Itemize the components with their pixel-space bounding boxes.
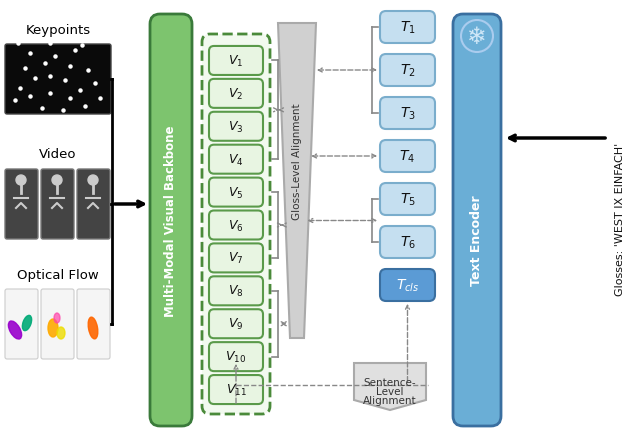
Text: Video: Video (39, 148, 77, 161)
Text: Level: Level (376, 387, 404, 396)
FancyBboxPatch shape (209, 113, 263, 141)
FancyBboxPatch shape (209, 47, 263, 76)
Text: Optical Flow: Optical Flow (17, 268, 99, 281)
Text: $T_{2}$: $T_{2}$ (399, 63, 415, 79)
FancyBboxPatch shape (209, 310, 263, 339)
FancyBboxPatch shape (202, 35, 270, 414)
FancyBboxPatch shape (209, 80, 263, 109)
Text: $T_{cls}$: $T_{cls}$ (396, 277, 419, 293)
FancyBboxPatch shape (41, 170, 74, 240)
FancyBboxPatch shape (380, 55, 435, 87)
FancyBboxPatch shape (209, 343, 263, 371)
Text: Gloss-Level Alignment: Gloss-Level Alignment (292, 103, 302, 219)
FancyBboxPatch shape (5, 290, 38, 359)
FancyBboxPatch shape (380, 269, 435, 301)
Text: $T_{5}$: $T_{5}$ (399, 191, 415, 208)
Text: ❄: ❄ (467, 25, 487, 49)
Circle shape (88, 176, 98, 186)
FancyBboxPatch shape (150, 15, 192, 426)
FancyBboxPatch shape (209, 211, 263, 240)
Text: Glosses: 'WEST IX EINFACH': Glosses: 'WEST IX EINFACH' (615, 142, 625, 295)
Circle shape (52, 176, 62, 186)
FancyBboxPatch shape (209, 244, 263, 273)
Text: $V_{7}$: $V_{7}$ (228, 251, 244, 266)
Text: $T_{4}$: $T_{4}$ (399, 148, 415, 165)
FancyBboxPatch shape (209, 145, 263, 174)
FancyBboxPatch shape (209, 178, 263, 207)
Text: $V_{8}$: $V_{8}$ (228, 284, 244, 299)
FancyBboxPatch shape (209, 375, 263, 404)
FancyBboxPatch shape (5, 170, 38, 240)
FancyBboxPatch shape (380, 141, 435, 173)
Text: $V_{11}$: $V_{11}$ (225, 382, 246, 397)
FancyBboxPatch shape (77, 170, 110, 240)
Ellipse shape (88, 318, 98, 339)
Text: $V_{2}$: $V_{2}$ (228, 87, 244, 102)
FancyBboxPatch shape (453, 15, 501, 426)
Polygon shape (354, 363, 426, 410)
FancyBboxPatch shape (77, 290, 110, 359)
Text: $V_{6}$: $V_{6}$ (228, 218, 244, 233)
Circle shape (16, 176, 26, 186)
Ellipse shape (54, 313, 60, 323)
FancyBboxPatch shape (380, 12, 435, 44)
Ellipse shape (48, 319, 58, 337)
Text: $V_{1}$: $V_{1}$ (228, 54, 244, 69)
FancyBboxPatch shape (380, 226, 435, 258)
Text: Text Encoder: Text Encoder (470, 195, 483, 286)
FancyBboxPatch shape (41, 290, 74, 359)
Ellipse shape (22, 316, 31, 331)
Text: Sentence-: Sentence- (364, 378, 416, 388)
Text: $V_{5}$: $V_{5}$ (228, 185, 244, 200)
Text: $V_{10}$: $V_{10}$ (225, 349, 246, 364)
FancyBboxPatch shape (380, 98, 435, 130)
FancyBboxPatch shape (380, 184, 435, 215)
Ellipse shape (8, 321, 22, 339)
Text: $V_{9}$: $V_{9}$ (228, 316, 244, 332)
Text: $V_{4}$: $V_{4}$ (228, 152, 244, 167)
Text: $T_{3}$: $T_{3}$ (399, 106, 415, 122)
Text: Alignment: Alignment (363, 396, 417, 406)
Text: Multi-Modal Visual Backbone: Multi-Modal Visual Backbone (164, 125, 177, 316)
Text: $V_{3}$: $V_{3}$ (228, 120, 244, 134)
FancyBboxPatch shape (209, 277, 263, 306)
Polygon shape (278, 24, 316, 338)
Ellipse shape (57, 327, 65, 339)
FancyBboxPatch shape (5, 45, 111, 115)
Text: $T_{6}$: $T_{6}$ (399, 234, 415, 251)
Text: Keypoints: Keypoints (26, 24, 91, 36)
Text: $T_{1}$: $T_{1}$ (399, 20, 415, 36)
